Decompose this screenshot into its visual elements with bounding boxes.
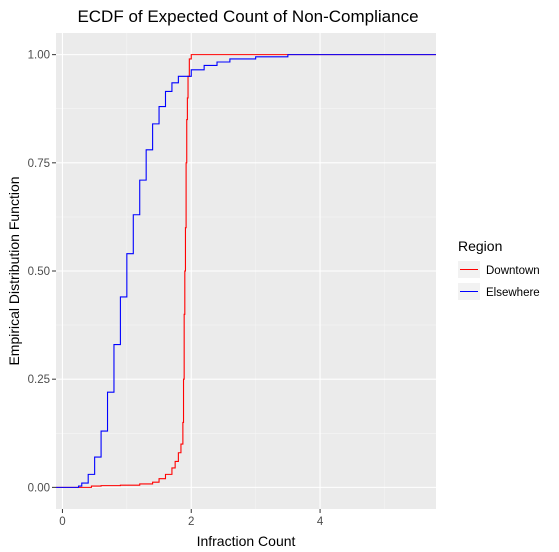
series-line-downtown [56,54,436,488]
y-tick-label: 0.50 [28,266,50,278]
legend-label-downtown: Downtown [486,265,540,277]
x-axis-ticks: 0 2 4 [59,509,324,528]
y-tick-label: 1.00 [28,50,50,62]
x-tick-label: 2 [188,516,194,528]
series-lines [56,54,436,488]
y-tick-label: 0.25 [28,374,50,386]
x-axis-title: Infraction Count [197,533,296,549]
legend-items: Downtown Elsewhere [458,261,540,300]
y-tick-label: 0.75 [28,158,50,170]
series-line-elsewhere [56,54,436,488]
y-axis-ticks: 0.00 0.25 0.50 0.75 1.00 [28,50,56,494]
x-tick-label: 4 [317,516,324,528]
legend-label-elsewhere: Elsewhere [486,287,540,299]
legend-title: Region [458,238,502,254]
chart-title: ECDF of Expected Count of Non-Compliance [77,7,418,26]
legend: Region Downtown Elsewhere [458,238,540,300]
x-tick-label: 0 [59,516,65,528]
y-tick-label: 0.00 [28,482,50,494]
y-axis-title: Empirical Distribution Function [6,176,22,365]
